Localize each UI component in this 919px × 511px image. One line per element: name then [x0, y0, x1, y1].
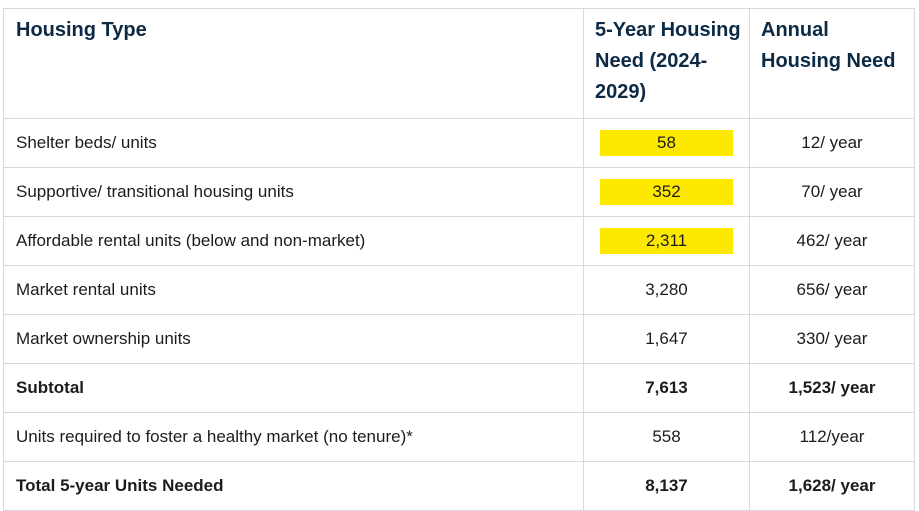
table-row-healthy-market: Units required to foster a healthy marke… [3, 412, 915, 462]
table-row-market-rental: Market rental units 3,280 656/ year [3, 265, 915, 315]
five-year-cell: 352 [583, 167, 750, 217]
row-label: Affordable rental units (below and non-m… [3, 216, 584, 266]
annual-cell: 462/ year [749, 216, 915, 266]
five-year-cell: 2,311 [583, 216, 750, 266]
table-header-row: Housing Type 5-Year Housing Need (2024-2… [3, 8, 915, 119]
header-five-year-need: 5-Year Housing Need (2024-2029) [583, 8, 750, 119]
annual-cell: 70/ year [749, 167, 915, 217]
header-annual-need: Annual Housing Need [749, 8, 915, 119]
row-label: Market rental units [3, 265, 584, 315]
five-year-cell: 7,613 [583, 363, 750, 413]
five-year-cell: 8,137 [583, 461, 750, 511]
annual-cell: 112/year [749, 412, 915, 462]
row-label: Shelter beds/ units [3, 118, 584, 168]
table-row-affordable: Affordable rental units (below and non-m… [3, 216, 915, 266]
annual-cell: 1,523/ year [749, 363, 915, 413]
annual-cell: 656/ year [749, 265, 915, 315]
table-row-supportive: Supportive/ transitional housing units 3… [3, 167, 915, 217]
table-row-total: Total 5-year Units Needed 8,137 1,628/ y… [3, 461, 915, 511]
five-year-cell: 558 [583, 412, 750, 462]
table-row-shelter: Shelter beds/ units 58 12/ year [3, 118, 915, 168]
row-label: Total 5-year Units Needed [3, 461, 584, 511]
table-row-market-ownership: Market ownership units 1,647 330/ year [3, 314, 915, 364]
highlighted-value: 58 [600, 130, 733, 156]
header-housing-type: Housing Type [3, 8, 584, 119]
annual-cell: 12/ year [749, 118, 915, 168]
row-label: Market ownership units [3, 314, 584, 364]
annual-cell: 330/ year [749, 314, 915, 364]
five-year-cell: 1,647 [583, 314, 750, 364]
housing-need-table: Housing Type 5-Year Housing Need (2024-2… [3, 8, 915, 511]
five-year-cell: 58 [583, 118, 750, 168]
row-label: Supportive/ transitional housing units [3, 167, 584, 217]
five-year-cell: 3,280 [583, 265, 750, 315]
highlighted-value: 352 [600, 179, 733, 205]
row-label: Units required to foster a healthy marke… [3, 412, 584, 462]
highlighted-value: 2,311 [600, 228, 733, 254]
row-label: Subtotal [3, 363, 584, 413]
annual-cell: 1,628/ year [749, 461, 915, 511]
table-row-subtotal: Subtotal 7,613 1,523/ year [3, 363, 915, 413]
